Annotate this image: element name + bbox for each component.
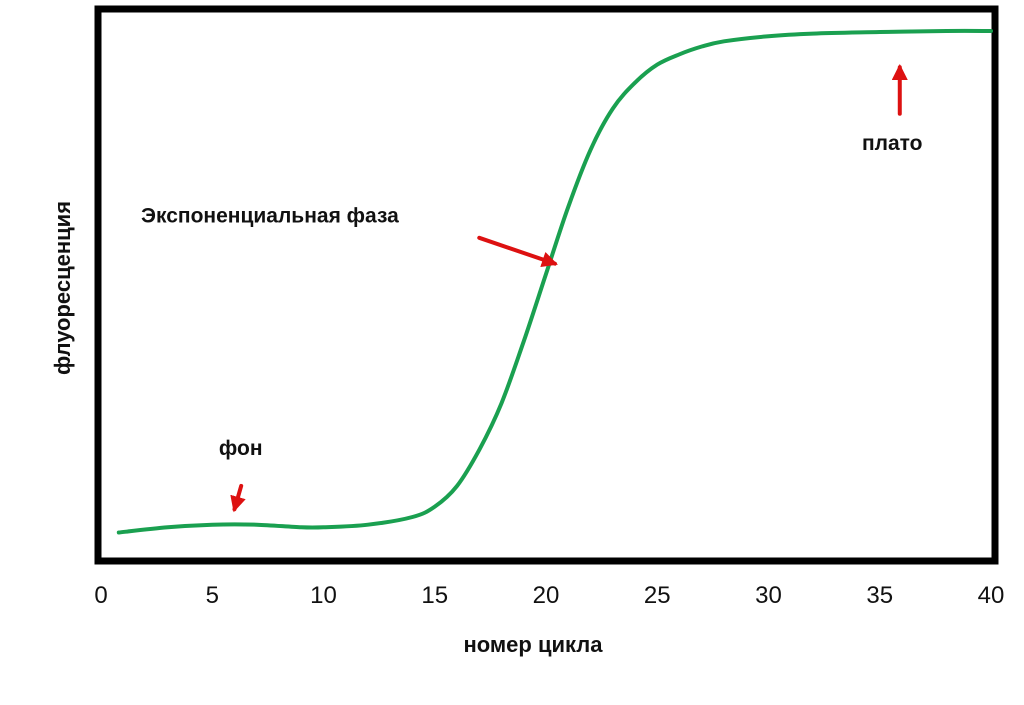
x-tick-label: 40	[978, 582, 1005, 609]
annotation-label: плато	[862, 132, 923, 155]
x-tick-label: 5	[206, 582, 219, 609]
annotation-label: Экспоненциальная фаза	[141, 204, 399, 227]
x-tick-label: 20	[533, 582, 560, 609]
annotation-label: фон	[219, 437, 263, 460]
y-axis-title: флуоресценция	[50, 201, 75, 375]
plot-frame	[94, 5, 999, 565]
annotation-arrow	[230, 483, 246, 513]
fluorescence-curve	[116, 28, 993, 535]
x-tick-label: 30	[755, 582, 782, 609]
annotation-arrow	[477, 235, 558, 268]
series-layer	[116, 28, 993, 535]
x-tick-label: 35	[866, 582, 893, 609]
x-tick-label: 0	[94, 582, 107, 609]
x-tick-label: 25	[644, 582, 671, 609]
x-axis-title: номер цикла	[463, 632, 603, 657]
annotations-layer: фон Экспоненциальная фаза плато	[141, 63, 923, 513]
x-tick-label: 10	[310, 582, 337, 609]
x-tick-label: 15	[421, 582, 448, 609]
x-tick-labels: 0 5 10 15 20 25 30 35 40	[94, 582, 1004, 609]
